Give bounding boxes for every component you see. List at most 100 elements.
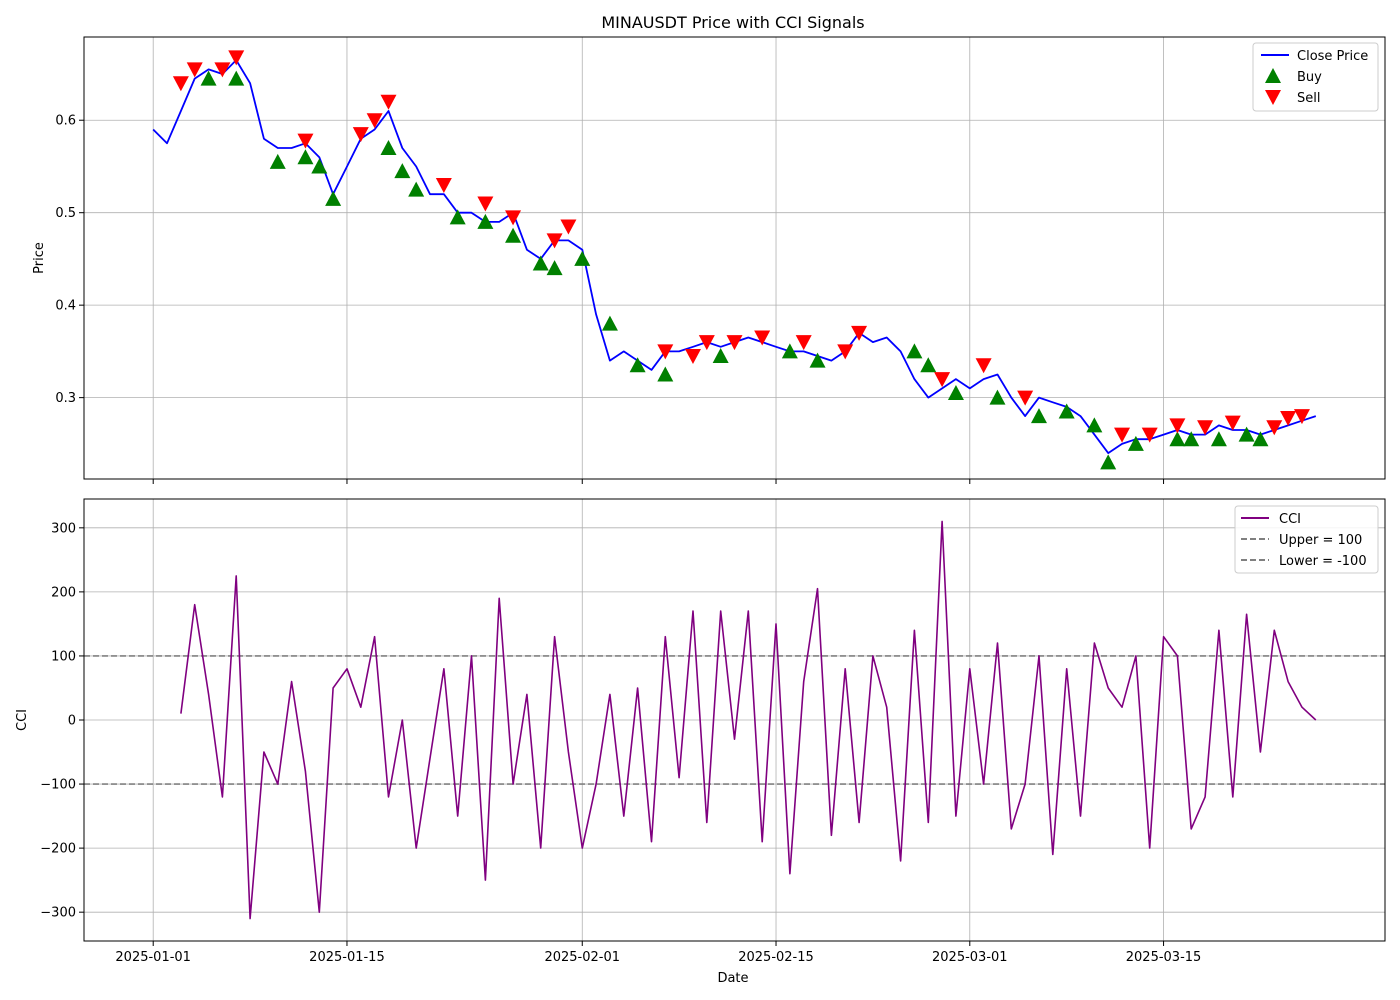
buy-marker <box>269 153 286 169</box>
sell-marker <box>228 50 245 66</box>
cci-legend-box <box>1234 505 1379 574</box>
sell-marker <box>1169 418 1186 434</box>
cci-ylabel: CCI <box>15 709 30 731</box>
legend-cci-label: CCI <box>1279 512 1301 527</box>
buy-marker <box>546 260 563 276</box>
buy-marker <box>1058 403 1075 419</box>
cci-ytick-label-1: −200 <box>40 842 76 857</box>
sell-markers <box>172 50 1310 443</box>
buy-marker <box>394 163 411 179</box>
x-axis-label: Date <box>717 971 748 986</box>
buy-marker <box>1100 454 1117 470</box>
sell-marker <box>975 358 992 374</box>
cci-x-ticks: 2025-01-01 2025-01-15 2025-02-01 2025-02-15… <box>115 941 1201 965</box>
buy-marker <box>380 139 397 155</box>
buy-marker <box>449 209 466 225</box>
sell-marker <box>795 335 812 351</box>
cci-line <box>180 520 1317 920</box>
cci-xtick-label-3: 2025-02-15 <box>738 950 814 965</box>
price-axes-frame <box>83 36 1386 480</box>
sell-marker <box>172 76 189 92</box>
figure-title: MINAUSDT Price with CCI Signals <box>601 13 864 32</box>
buy-marker <box>1086 417 1103 433</box>
buy-marker <box>947 385 964 401</box>
buy-marker <box>809 352 826 368</box>
legend-buy-label: Buy <box>1297 70 1322 85</box>
price-ytick-label-0: 0.3 <box>55 391 76 406</box>
buy-marker <box>781 343 798 359</box>
sell-marker <box>214 62 231 78</box>
sell-marker <box>754 330 771 346</box>
sell-marker <box>1224 415 1241 431</box>
cci-ytick-label-5: 200 <box>51 585 76 600</box>
price-gridlines <box>84 37 1385 479</box>
price-legend-box <box>1252 42 1379 112</box>
sell-marker <box>851 325 868 341</box>
buy-marker <box>532 255 549 271</box>
buy-marker <box>1238 426 1255 442</box>
buy-markers <box>200 70 1269 470</box>
buy-marker <box>311 158 328 174</box>
sell-marker <box>837 344 854 360</box>
sell-marker <box>1280 410 1297 426</box>
buy-marker <box>1210 431 1227 447</box>
cci-xtick-label-2: 2025-02-01 <box>544 950 620 965</box>
sell-marker <box>477 196 494 212</box>
buy-marker <box>657 366 674 382</box>
buy-marker <box>408 181 425 197</box>
cci-ytick-label-3: 0 <box>68 714 76 729</box>
cci-legend: CCI Upper = 100 Lower = -100 <box>1234 505 1379 574</box>
sell-marker <box>1017 390 1034 406</box>
sell-marker <box>1293 409 1310 425</box>
sell-marker <box>1197 420 1214 436</box>
sell-marker <box>297 133 314 149</box>
buy-marker <box>574 250 591 266</box>
cci-line-layer <box>180 520 1317 920</box>
buy-marker <box>200 70 217 86</box>
cci-threshold-lines <box>84 655 1385 785</box>
sell-marker <box>435 177 452 193</box>
price-ytick-label-1: 0.4 <box>55 299 76 314</box>
cci-xtick-label-4: 2025-03-01 <box>932 950 1008 965</box>
sell-marker <box>698 335 715 351</box>
sell-marker <box>560 219 577 235</box>
buy-marker <box>477 213 494 229</box>
cci-ytick-label-6: 300 <box>51 521 76 536</box>
price-axes: 0.3 0.4 0.5 0.6 Price Close Price Buy Sell <box>32 36 1386 484</box>
cci-ytick-label-0: −300 <box>40 906 76 921</box>
sell-marker <box>1141 427 1158 443</box>
sell-marker <box>934 372 951 388</box>
cci-y-ticks: −300 −200 −100 0 100 200 300 <box>40 521 84 921</box>
sell-marker <box>546 233 563 249</box>
buy-marker <box>1183 431 1200 447</box>
sell-marker <box>726 335 743 351</box>
sell-marker <box>366 113 383 129</box>
cci-ytick-label-4: 100 <box>51 649 76 664</box>
buy-marker <box>505 227 522 243</box>
legend-buy-swatch <box>1265 68 1281 83</box>
sell-marker <box>684 349 701 365</box>
buy-marker <box>1030 408 1047 424</box>
buy-marker <box>325 190 342 206</box>
price-legend: Close Price Buy Sell <box>1252 42 1379 112</box>
buy-marker <box>1127 435 1144 451</box>
legend-lower-label: Lower = -100 <box>1279 554 1367 569</box>
sell-marker <box>186 62 203 78</box>
sell-marker <box>380 94 397 110</box>
buy-marker <box>1252 431 1269 447</box>
legend-close-price-label: Close Price <box>1297 49 1368 64</box>
sell-marker <box>657 344 674 360</box>
buy-marker <box>297 149 314 165</box>
buy-marker <box>920 357 937 373</box>
buy-marker <box>906 343 923 359</box>
buy-marker <box>712 348 729 364</box>
buy-marker <box>228 70 245 86</box>
cci-ytick-label-2: −100 <box>40 778 76 793</box>
legend-upper-label: Upper = 100 <box>1279 533 1362 548</box>
legend-sell-label: Sell <box>1297 91 1320 106</box>
price-ytick-label-2: 0.5 <box>55 206 76 221</box>
legend-sell-swatch <box>1265 90 1281 105</box>
